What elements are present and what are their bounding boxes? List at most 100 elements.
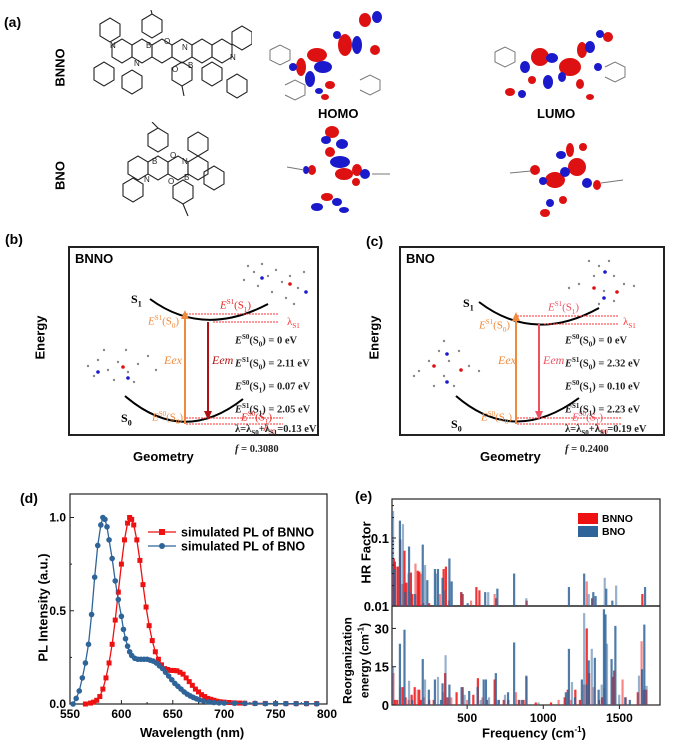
reorg-bar-bnno xyxy=(563,697,566,705)
hr-bar-bno xyxy=(435,573,438,606)
y-tick-label: 0 xyxy=(382,698,389,713)
energy-values-c: ES0(S0) = 0 eV ES1(S0) = 2.32 eV ES0(S1)… xyxy=(565,330,647,457)
homo-orbital-bno xyxy=(286,126,390,213)
value-line: ES1(S1) = 2.23 eV xyxy=(565,402,641,418)
reorg-bar-bno xyxy=(585,684,588,705)
reorg-bar-bnno xyxy=(566,689,569,705)
hr-bar-bno xyxy=(484,592,487,606)
data-point-bnno xyxy=(177,669,183,675)
reorg-bar-bno xyxy=(479,699,482,705)
reorg-bar-bno xyxy=(441,683,444,705)
data-point-bno xyxy=(82,660,89,666)
x-tick-label: 1000 xyxy=(530,711,557,725)
reorg-bar-bnno xyxy=(416,689,419,705)
reorg-bar-bno xyxy=(614,625,617,705)
molecular-structure-icon: BON N BO xyxy=(122,122,225,217)
marker-lambda-s0: λS0 xyxy=(595,422,608,437)
hr-bar-bno xyxy=(448,558,451,606)
hr-bar-bnno xyxy=(475,587,478,606)
data-point-bno xyxy=(122,635,129,642)
hr-bar-bno xyxy=(450,581,453,606)
reorg-bar-bnno xyxy=(502,699,505,705)
data-point-bnno xyxy=(121,537,127,543)
panel-label-d: (d) xyxy=(20,490,38,506)
reorg-bar-bno xyxy=(463,694,466,705)
svg-text:N: N xyxy=(182,43,188,52)
data-point-bno xyxy=(118,613,125,620)
hr-bar-bno xyxy=(407,546,411,606)
reorg-bar-bnno xyxy=(569,699,572,705)
legend-label: simulated PL of BNNO xyxy=(181,526,314,540)
data-point-bnno xyxy=(109,641,115,647)
reorg-bar-bnno xyxy=(418,689,421,705)
reorg-bar-bno xyxy=(439,699,443,705)
value-line: ES0(S0) = 0 eV xyxy=(565,333,628,349)
data-point-bnno xyxy=(149,638,155,644)
reorg-bar-bno xyxy=(468,690,471,705)
hr-bar-bno xyxy=(611,600,614,606)
data-point-bno xyxy=(73,695,79,702)
hr-bar-bno xyxy=(496,588,499,606)
panel-label-a: (a) xyxy=(4,14,22,30)
reorg-bar-bnno xyxy=(514,692,518,705)
hr-bar-bno xyxy=(594,596,597,606)
data-point-bnno xyxy=(137,557,143,563)
reorg-bar-bno xyxy=(564,692,567,705)
data-point-bno xyxy=(283,700,289,707)
reorg-bar-bno xyxy=(537,702,540,705)
reorg-bar-bno xyxy=(604,614,607,705)
data-point-bnno xyxy=(115,589,121,595)
reorg-bar-bnno xyxy=(466,699,469,705)
reorg-bar-bno xyxy=(427,689,430,705)
reorg-bar-bno xyxy=(482,679,485,705)
reorg-bar-bno xyxy=(476,687,479,705)
reorg-bar-bno xyxy=(460,687,463,705)
x-tick-label: 550 xyxy=(60,707,80,721)
lumo-label: LUMO xyxy=(537,106,576,121)
panel-label-e: (e) xyxy=(355,488,373,504)
data-point-bnno xyxy=(199,692,205,698)
marker-es1-s0: ES1(S0) xyxy=(479,318,511,334)
data-point-bnno xyxy=(171,667,177,673)
hr-bar-bno xyxy=(404,592,407,606)
excitation-label: Eex xyxy=(498,353,516,367)
reorg-bar-bno xyxy=(624,697,627,705)
data-point-bnno xyxy=(168,667,174,673)
reorg-bar-bno xyxy=(410,699,414,705)
hr-bar-bnno xyxy=(409,572,412,606)
reorg-bar-bno xyxy=(640,669,644,705)
hr-bar-bnno xyxy=(403,550,406,606)
emission-label: Eem xyxy=(543,353,565,367)
y-tick-label: 0.0 xyxy=(49,697,66,711)
hr-bar-bno xyxy=(421,544,424,606)
data-point-bno xyxy=(70,701,76,707)
hr-bar-bnno xyxy=(591,598,594,606)
reorg-bar-bno xyxy=(618,694,621,705)
data-point-bnno xyxy=(165,666,171,672)
svg-text:N: N xyxy=(230,53,236,62)
hr-bar-bnno xyxy=(438,594,441,606)
marker-es1-s1: ES1(S1) xyxy=(548,300,580,316)
panel-label-b: (b) xyxy=(5,231,23,247)
state-label-s0: S0 xyxy=(121,411,132,428)
marker-lambda-s1: λS1 xyxy=(287,316,300,331)
reorg-bar-bno xyxy=(605,643,609,705)
reorg-bar-bnno xyxy=(446,697,449,705)
reorg-bar-bnno xyxy=(592,687,595,705)
data-point-bno xyxy=(293,700,299,707)
svg-text:B: B xyxy=(152,157,157,166)
reorg-bar-bno xyxy=(517,699,520,705)
data-point-bno xyxy=(272,700,279,707)
data-point-bnno xyxy=(103,675,109,681)
hr-bar-bno xyxy=(414,594,417,606)
data-point-bnno xyxy=(97,694,103,700)
svg-text:B: B xyxy=(184,173,189,182)
legend-label: BNO xyxy=(602,526,625,538)
reorg-bar-bnno xyxy=(472,694,475,705)
data-point-bnno xyxy=(180,671,186,677)
hr-bar-bno xyxy=(615,585,618,606)
marker-es1-s1: ES1(S1) xyxy=(220,298,252,314)
hr-bar-bnno xyxy=(395,566,398,606)
data-point-bnno xyxy=(118,561,124,567)
data-point-bnno xyxy=(106,660,112,666)
